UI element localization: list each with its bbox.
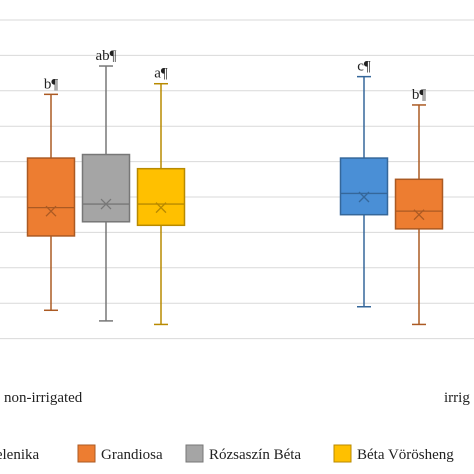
mean-marker bbox=[45, 205, 57, 217]
legend-swatch bbox=[185, 444, 204, 463]
significance-label: b¶ bbox=[412, 87, 427, 103]
significance-label: ab¶ bbox=[96, 48, 117, 64]
significance-label: b¶ bbox=[44, 76, 59, 92]
legend-swatch bbox=[77, 444, 96, 463]
legend-label: Rózsaszín Béta bbox=[209, 447, 301, 463]
legend: Helenika Grandiosa Rózsaszín Béta Béta Vörö… bbox=[0, 444, 454, 463]
significance-label: c¶ bbox=[357, 59, 371, 75]
box-grandiosa: b¶ bbox=[26, 76, 76, 312]
box-iqr bbox=[136, 167, 186, 227]
box-iqr bbox=[81, 153, 131, 223]
category-label: irrig bbox=[444, 390, 470, 406]
mean-marker bbox=[358, 191, 370, 203]
box-r-zsasz-n-b-ta: ab¶ bbox=[81, 48, 131, 322]
legend-label: Grandiosa bbox=[101, 447, 163, 463]
box-series: b¶ ab¶ a¶ c¶ b¶ bbox=[26, 48, 444, 326]
legend-label: Béta Vörösheng bbox=[357, 447, 454, 463]
box-grandiosa: b¶ bbox=[394, 87, 444, 326]
category-labels: non-irrigated irrig bbox=[4, 390, 470, 406]
significance-label: a¶ bbox=[154, 66, 168, 82]
gridlines bbox=[0, 19, 474, 340]
category-label: non-irrigated bbox=[4, 390, 83, 406]
legend-label: Helenika bbox=[0, 447, 39, 463]
box-b-ta-v-r-sheng: a¶ bbox=[136, 66, 186, 326]
legend-entry: Grandiosa bbox=[77, 444, 163, 463]
box-helenika: c¶ bbox=[339, 59, 389, 308]
box-iqr bbox=[394, 178, 444, 230]
legend-entry: Rózsaszín Béta bbox=[185, 444, 301, 463]
mean-marker bbox=[413, 209, 425, 221]
legend-entry: Béta Vörösheng bbox=[333, 444, 454, 463]
box-iqr bbox=[26, 157, 76, 237]
mean-marker bbox=[100, 198, 112, 210]
legend-entry: Helenika bbox=[0, 447, 39, 463]
box-iqr bbox=[339, 157, 389, 216]
legend-swatch bbox=[333, 444, 352, 463]
mean-marker bbox=[155, 202, 167, 214]
